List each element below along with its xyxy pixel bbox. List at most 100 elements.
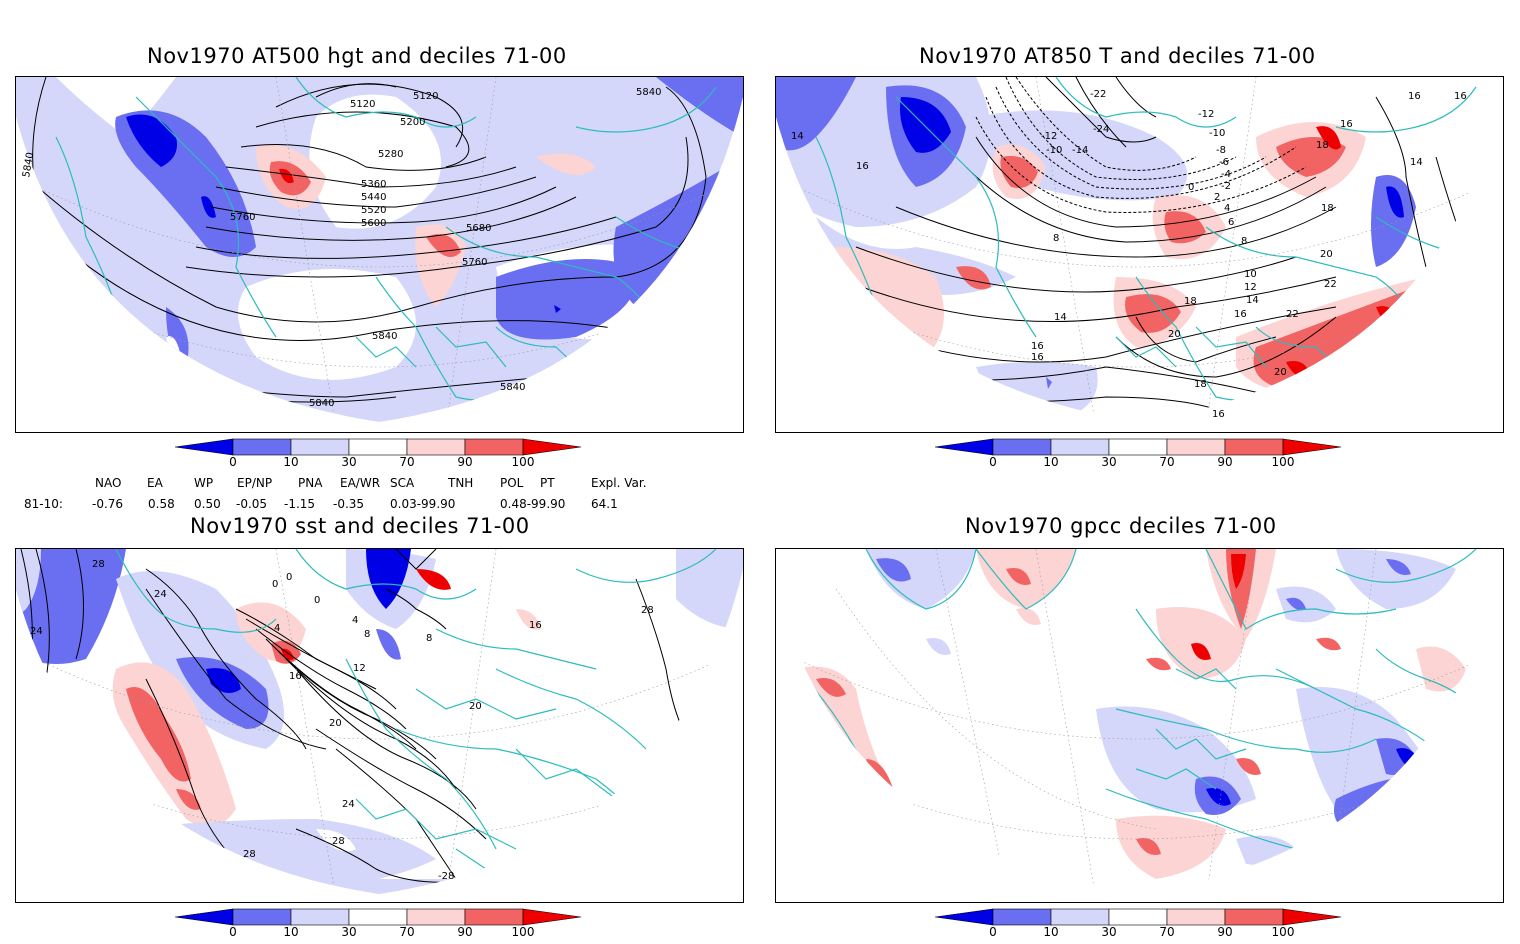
colorbar-swatch [290,438,350,456]
colorbar-swatch-low [174,908,234,926]
contour-label: 20 [329,718,342,729]
colorbar-swatch [348,908,408,926]
contour-label: 5840 [372,331,397,342]
contour-label: 2 [1214,192,1220,203]
contour-label: -12 [1041,131,1057,142]
contour-label: 12 [1244,282,1257,293]
colorbar-swatches [934,438,1342,456]
colorbar-sst: 0 10 30 70 90 100 [174,908,595,944]
colorbar-tick-label: 100 [1271,925,1295,939]
contour-label: 16 [856,161,869,172]
colorbar-tick-label: 10 [1043,925,1059,939]
colorbar-swatch [464,908,524,926]
map-panel-gpcc [775,548,1504,903]
colorbar-850t: 0 10 30 70 90 100 [934,438,1355,474]
contour-label: -22 [1090,89,1106,100]
contour-label: 4 [352,615,358,626]
tele-value: -0.76 [92,497,124,511]
contour-label: 0 [314,595,320,606]
colorbar-tick-label: 70 [1159,455,1175,469]
colorbar-tick-label: 100 [511,455,535,469]
colorbar-swatch [232,438,292,456]
contour-label: 22 [1286,309,1299,320]
contour-label: 0 [1188,182,1194,193]
colorbar-tick-label: 70 [399,455,415,469]
contour-label: 28 [92,559,105,570]
contour-label: -10 [1209,128,1225,139]
tele-value: -1.15 [284,497,316,511]
contour-label: 18 [1194,379,1207,390]
colorbar-tick-label: 100 [1271,455,1295,469]
tele-row-label: 81-10: [24,497,63,511]
contour-label: 24 [342,799,355,810]
contour-label: -14 [1072,145,1088,156]
contour-label: 16 [1031,352,1044,363]
colorbar-swatch [232,908,292,926]
colorbar-swatch [290,908,350,926]
tele-value: 64.1 [591,497,618,511]
contour-label: 16 [1340,119,1353,130]
tele-header: POL [500,476,524,490]
tele-header: TNH [448,476,474,490]
colorbar-swatch [1166,438,1226,456]
tele-value: 0.03-99.90 [390,497,456,511]
contour-label: 28 [243,849,256,860]
colorbar-swatch [1108,438,1168,456]
contour-label: 5840 [21,151,36,178]
contour-labels-500hgt: 5120 5120 5200 5280 5360 5440 5520 5600 … [21,87,661,409]
contour-label: 20 [1320,249,1333,260]
contour-label: 20 [1274,367,1287,378]
tele-value: 0.50 [194,497,221,511]
contour-label: 5760 [230,212,255,223]
contour-label: 8 [1241,236,1247,247]
colorbar-swatch [1108,908,1168,926]
contour-label: 5200 [400,117,425,128]
contour-label: 16 [1031,341,1044,352]
colorbar-swatch-high [522,438,582,456]
contour-label: 14 [1246,295,1259,306]
contour-label: 24 [154,589,167,600]
contour-label: 5840 [500,382,525,393]
colorbar-swatch [1224,438,1284,456]
colorbar-tick-label: 10 [283,925,299,939]
colorbar-tick-label: 30 [1101,455,1117,469]
contour-label: 8 [1053,233,1059,244]
map-panel-sst: 28 24 24 0 0 0 4 4 8 8 12 16 16 20 20 24… [15,548,744,903]
map-panel-500hgt: 5120 5120 5200 5280 5360 5440 5520 5600 … [15,76,744,433]
contour-label: 16 [529,620,542,631]
colorbar-tick-label: 10 [283,455,299,469]
contour-label: 0 [286,572,292,583]
tele-header: EA [147,476,163,490]
contour-label: 16 [1408,91,1421,102]
colorbar-tick-label: 100 [511,925,535,939]
panel-title-gpcc: Nov1970 gpcc deciles 71-00 [965,514,1277,538]
contour-label: -8 [1216,145,1226,156]
contour-label: 5120 [413,91,438,102]
contour-label: 16 [1454,91,1467,102]
colorbar-tick-label: 10 [1043,455,1059,469]
colorbar-swatch-high [1282,908,1342,926]
colorbar-swatch [464,438,524,456]
colorbar-swatch-low [174,438,234,456]
contour-label: 16 [1212,409,1225,420]
contour-label: 14 [1410,157,1423,168]
contour-label: -24 [1093,124,1109,135]
tele-header: PT [540,476,555,490]
contour-label: 18 [1321,203,1334,214]
contour-label: 0 [272,579,278,590]
colorbar-tick-label: 30 [341,455,357,469]
contour-labels-850t: -22 -24 -12 -10 -14 -12 -10 -8 -6 -4 -2 … [791,89,1467,420]
contour-label: 22 [1324,279,1337,290]
contour-label: 5360 [361,179,386,190]
contour-label: 5840 [309,398,334,409]
contour-label: 14 [791,131,804,142]
contour-label: -2 [1221,181,1231,192]
contour-label: 5440 [361,192,386,203]
contour-label: 8 [364,629,370,640]
tele-header: EA/WR [340,476,381,490]
colorbar-tick-label: 30 [341,925,357,939]
colorbar-tick-label: 90 [1217,925,1233,939]
colorbar-swatches [174,438,582,456]
contour-label: 24 [30,626,43,637]
contour-label: 28 [641,605,654,616]
